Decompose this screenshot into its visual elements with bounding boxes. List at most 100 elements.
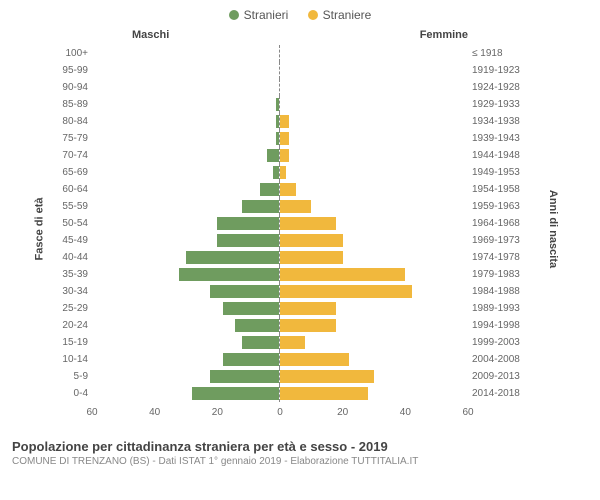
female-half [280, 96, 468, 113]
pyramid-row: 65-69 1949-1953 [58, 164, 526, 181]
birth-label: 2004-2008 [468, 354, 526, 365]
male-bar [210, 285, 279, 298]
birth-label: 1939-1943 [468, 133, 526, 144]
female-bar [280, 234, 343, 247]
age-label: 85-89 [58, 99, 92, 110]
female-half [280, 147, 468, 164]
birth-label: 1954-1958 [468, 184, 526, 195]
pyramid-row: 20-24 1994-1998 [58, 317, 526, 334]
birth-label: 1989-1993 [468, 303, 526, 314]
x-axis: 6040200204060 [58, 407, 526, 423]
pyramid-row: 80-841934-1938 [58, 113, 526, 130]
female-half [280, 351, 468, 368]
female-half [280, 130, 468, 147]
birth-label: 1969-1973 [468, 235, 526, 246]
male-bar [273, 166, 279, 179]
x-tick: 40 [149, 407, 160, 418]
male-half [92, 266, 280, 283]
age-label: 100+ [58, 48, 92, 59]
male-bar [276, 132, 279, 145]
birth-label: 2009-2013 [468, 371, 526, 382]
female-bar [280, 285, 412, 298]
age-label: 75-79 [58, 133, 92, 144]
female-bar [280, 353, 349, 366]
age-label: 20-24 [58, 320, 92, 331]
x-tick: 20 [337, 407, 348, 418]
bar-area [92, 113, 468, 130]
pyramid-row: 30-34 1984-1988 [58, 283, 526, 300]
male-half [92, 164, 280, 181]
female-half [280, 368, 468, 385]
female-bar [280, 115, 289, 128]
birth-label: 1964-1968 [468, 218, 526, 229]
bar-area [92, 96, 468, 113]
bar-area [92, 198, 468, 215]
female-half [280, 317, 468, 334]
y-axis-title-birth: Anni di nascita [547, 190, 559, 268]
female-bar [280, 217, 336, 230]
pyramid-row: 70-741944-1948 [58, 147, 526, 164]
legend-item-male: Stranieri [229, 8, 289, 22]
female-half [280, 385, 468, 402]
bar-area [92, 351, 468, 368]
age-label: 95-99 [58, 65, 92, 76]
bar-area [92, 334, 468, 351]
y-axis-title-age: Fasce di età [33, 198, 45, 261]
female-half [280, 45, 468, 62]
male-bar [276, 115, 279, 128]
legend-label-female: Straniere [323, 8, 372, 22]
age-label: 65-69 [58, 167, 92, 178]
male-half [92, 317, 280, 334]
pyramid-row: 100+ ≤ 1918 [58, 45, 526, 62]
female-half [280, 283, 468, 300]
age-label: 80-84 [58, 116, 92, 127]
male-half [92, 198, 280, 215]
male-bar [223, 302, 279, 315]
age-label: 10-14 [58, 354, 92, 365]
male-half [92, 300, 280, 317]
pyramid-row: 0-42014-2018 [58, 385, 526, 402]
male-half [92, 79, 280, 96]
pyramid-row: 95-991919-1923 [58, 62, 526, 79]
legend-item-female: Straniere [308, 8, 372, 22]
birth-label: 1974-1978 [468, 252, 526, 263]
age-label: 35-39 [58, 269, 92, 280]
bar-area [92, 266, 468, 283]
female-half [280, 113, 468, 130]
bar-area [92, 232, 468, 249]
birth-label: 1994-1998 [468, 320, 526, 331]
male-half [92, 147, 280, 164]
bar-area [92, 45, 468, 62]
female-half [280, 232, 468, 249]
male-bar [242, 200, 279, 213]
female-bar [280, 336, 305, 349]
male-half [92, 130, 280, 147]
female-half [280, 198, 468, 215]
age-label: 45-49 [58, 235, 92, 246]
x-tick: 60 [462, 407, 473, 418]
birth-label: 1984-1988 [468, 286, 526, 297]
female-bar [280, 319, 336, 332]
pyramid-row: 55-591959-1963 [58, 198, 526, 215]
age-label: 60-64 [58, 184, 92, 195]
legend-swatch-male [229, 10, 239, 20]
birth-label: 1999-2003 [468, 337, 526, 348]
bar-area [92, 317, 468, 334]
male-half [92, 283, 280, 300]
female-half [280, 300, 468, 317]
male-bar [267, 149, 279, 162]
bar-area [92, 181, 468, 198]
age-label: 40-44 [58, 252, 92, 263]
female-bar [280, 302, 336, 315]
birth-label: 1949-1953 [468, 167, 526, 178]
column-header-female: Femmine [420, 29, 468, 41]
male-half [92, 215, 280, 232]
male-half [92, 249, 280, 266]
chart-subtitle: COMUNE DI TRENZANO (BS) - Dati ISTAT 1° … [12, 456, 588, 467]
pyramid-row: 75-79 1939-1943 [58, 130, 526, 147]
female-bar [280, 183, 296, 196]
birth-label: ≤ 1918 [468, 48, 526, 59]
pyramid-row: 85-891929-1933 [58, 96, 526, 113]
female-half [280, 266, 468, 283]
age-label: 30-34 [58, 286, 92, 297]
